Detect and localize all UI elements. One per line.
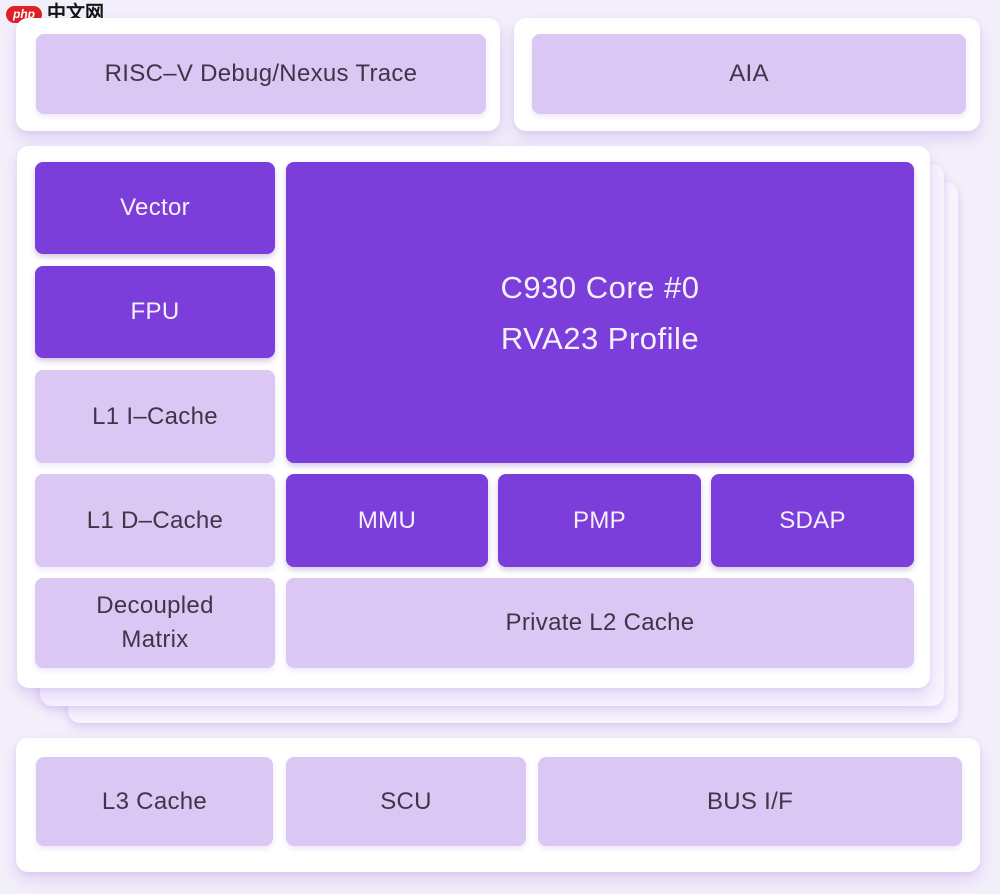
fpu-label: FPU bbox=[130, 298, 180, 325]
aia-card: AIA bbox=[514, 18, 980, 131]
core-profile-line: RVA23 Profile bbox=[500, 320, 700, 356]
debug-trace-card: RISC–V Debug/Nexus Trace bbox=[16, 18, 500, 131]
pmp-label: PMP bbox=[573, 506, 626, 534]
l3-cache-label: L3 Cache bbox=[101, 787, 208, 815]
bus-if-label: BUS I/F bbox=[706, 787, 794, 815]
vector-block: Vector bbox=[35, 162, 275, 254]
pmp-block: PMP bbox=[498, 474, 701, 567]
aia-block: AIA bbox=[532, 34, 966, 114]
core-card: Vector FPU L1 I–Cache L1 D–Cache Decoupl… bbox=[17, 146, 930, 688]
debug-trace-block: RISC–V Debug/Nexus Trace bbox=[36, 34, 486, 114]
sdap-label: SDAP bbox=[779, 506, 846, 534]
sdap-block: SDAP bbox=[711, 474, 914, 567]
l1-icache-block: L1 I–Cache bbox=[35, 370, 275, 463]
l1-dcache-label: L1 D–Cache bbox=[86, 506, 224, 534]
aia-label: AIA bbox=[729, 60, 769, 87]
fpu-block: FPU bbox=[35, 266, 275, 358]
l1-dcache-block: L1 D–Cache bbox=[35, 474, 275, 567]
bus-if-block: BUS I/F bbox=[538, 757, 962, 846]
decoupled-matrix-block: Decoupled Matrix bbox=[35, 578, 275, 668]
debug-trace-label: RISC–V Debug/Nexus Trace bbox=[104, 60, 418, 87]
private-l2-block: Private L2 Cache bbox=[286, 578, 914, 668]
uncore-card: L3 Cache SCU BUS I/F bbox=[16, 738, 980, 872]
mmu-label: MMU bbox=[357, 506, 417, 534]
private-l2-label: Private L2 Cache bbox=[505, 609, 695, 636]
l1-icache-label: L1 I–Cache bbox=[92, 402, 218, 430]
scu-block: SCU bbox=[286, 757, 526, 846]
vector-label: Vector bbox=[120, 194, 190, 221]
scu-label: SCU bbox=[380, 787, 432, 815]
mmu-block: MMU bbox=[286, 474, 488, 567]
l3-cache-block: L3 Cache bbox=[36, 757, 273, 846]
c930-core-block: C930 Core #0 RVA23 Profile bbox=[286, 162, 914, 463]
core-name-line: C930 Core #0 bbox=[500, 269, 700, 305]
decoupled-matrix-label: Decoupled Matrix bbox=[96, 592, 214, 653]
